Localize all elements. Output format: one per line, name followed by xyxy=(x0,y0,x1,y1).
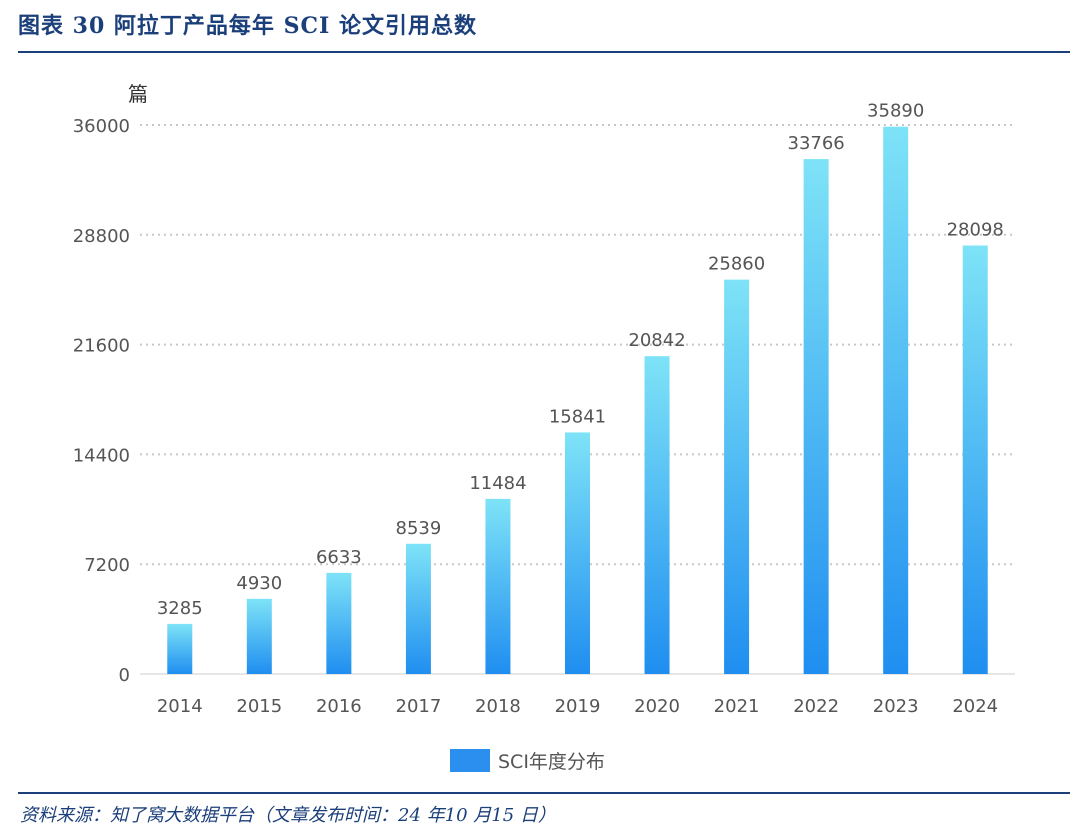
data-label: 8539 xyxy=(396,518,442,539)
source-note: 资料来源：知了窝大数据平台（文章发布时间：24 年10 月15 日） xyxy=(20,805,556,826)
x-tick-label: 2024 xyxy=(952,696,998,717)
data-label: 15841 xyxy=(549,406,606,427)
legend: SCI年度分布 xyxy=(450,749,605,773)
data-labels: 3285 4930 6633 8539 11484 15841 20842 25860 3376… xyxy=(157,101,1004,619)
bar xyxy=(326,572,352,674)
x-tick-label: 2015 xyxy=(236,696,282,717)
bar xyxy=(167,623,193,674)
bar xyxy=(724,279,750,674)
data-label: 33766 xyxy=(788,133,845,154)
bar xyxy=(485,498,511,674)
data-label: 3285 xyxy=(157,598,203,619)
bar xyxy=(883,126,909,675)
bar xyxy=(962,245,988,674)
figure-header: 图表 30 阿拉丁产品每年 SCI 论文引用总数 xyxy=(0,0,1080,52)
bars xyxy=(167,126,988,675)
legend-label: SCI年度分布 xyxy=(498,751,605,773)
x-tick-label: 2017 xyxy=(396,696,442,717)
y-tick-label: 21600 xyxy=(73,336,130,357)
x-tick-label: 2020 xyxy=(634,696,680,717)
bar xyxy=(405,543,431,674)
y-tick-label: 28800 xyxy=(73,226,130,247)
data-label: 35890 xyxy=(867,101,924,122)
y-tick-label: 14400 xyxy=(73,445,130,466)
y-axis-ticks: 0 7200 14400 21600 28800 36000 xyxy=(73,116,130,686)
gridlines xyxy=(140,124,1015,566)
y-tick-label: 0 xyxy=(119,665,130,686)
data-label: 25860 xyxy=(708,254,765,275)
header-rule xyxy=(18,51,1070,53)
x-tick-label: 2021 xyxy=(714,696,760,717)
x-tick-label: 2014 xyxy=(157,696,203,717)
data-label: 11484 xyxy=(469,473,526,494)
bar xyxy=(644,356,670,674)
footer-rule xyxy=(18,792,1070,794)
x-tick-label: 2019 xyxy=(555,696,601,717)
data-label: 6633 xyxy=(316,547,362,568)
y-axis-unit-label: 篇 xyxy=(128,82,148,106)
x-tick-label: 2018 xyxy=(475,696,521,717)
data-label: 28098 xyxy=(947,220,1004,241)
bar xyxy=(565,432,590,674)
bar xyxy=(803,159,829,675)
figure-title: 图表 30 阿拉丁产品每年 SCI 论文引用总数 xyxy=(18,13,477,39)
y-tick-label: 36000 xyxy=(73,116,130,137)
data-label: 20842 xyxy=(628,330,685,351)
y-tick-label: 7200 xyxy=(84,555,130,576)
legend-swatch xyxy=(450,749,490,772)
bar-chart: 0 7200 14400 21600 28800 36000 篇 3285 4930 6633… xyxy=(73,82,1015,773)
data-label: 4930 xyxy=(236,573,282,594)
x-axis-ticks: 2014 2015 2016 2017 2018 2019 2020 2021 2022 2023… xyxy=(157,696,998,717)
x-tick-label: 2016 xyxy=(316,696,362,717)
x-tick-label: 2023 xyxy=(873,696,919,717)
bar xyxy=(246,598,272,674)
x-tick-label: 2022 xyxy=(793,696,839,717)
